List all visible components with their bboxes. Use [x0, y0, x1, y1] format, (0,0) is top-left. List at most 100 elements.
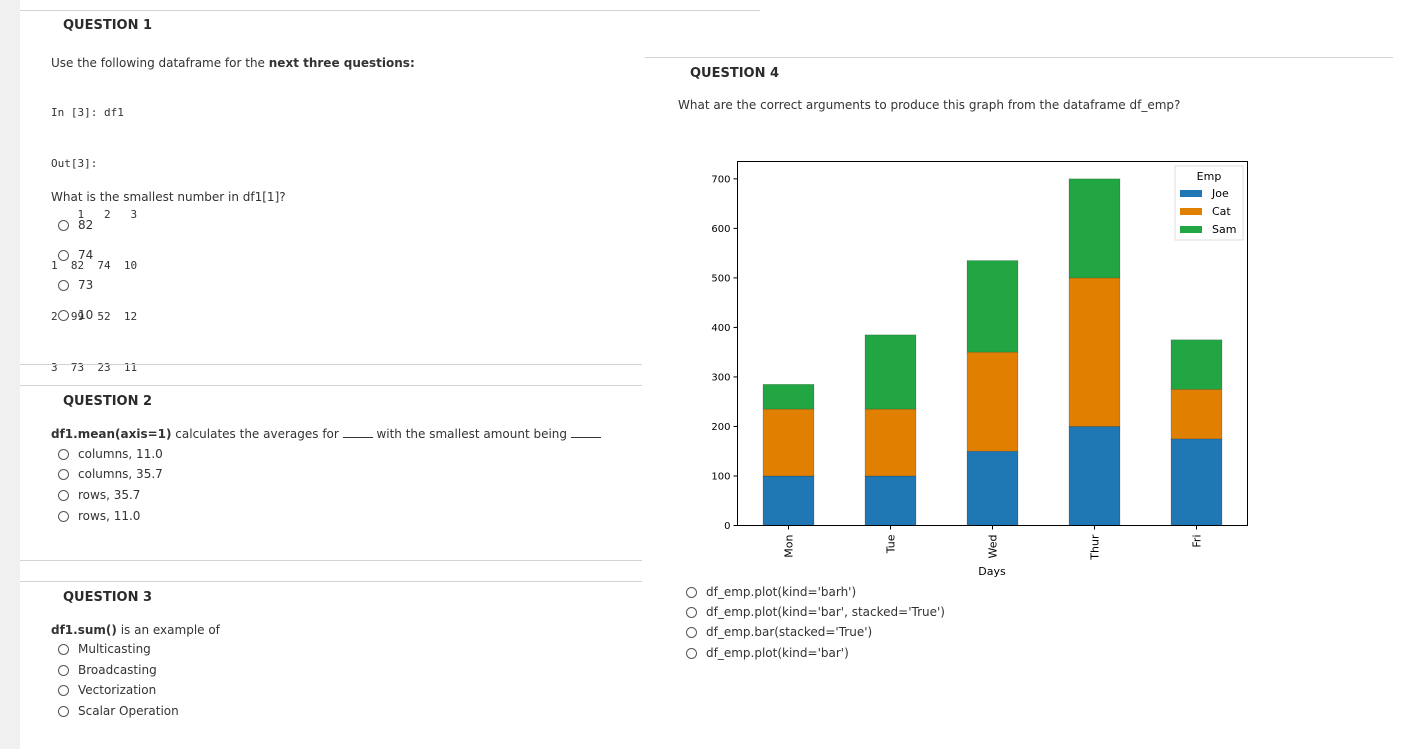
bar-joe-fri [1170, 438, 1223, 526]
radio-button[interactable] [686, 606, 697, 618]
q3-option-1[interactable]: Multicasting [58, 642, 151, 656]
q3-prompt: df1.sum() is an example of [51, 623, 220, 637]
bar-joe-tue [864, 475, 917, 526]
code-line: 1 82 74 10 [51, 259, 138, 272]
option-label: 74 [78, 248, 94, 262]
y-tick-label: 100 [711, 471, 730, 482]
legend-swatch-cat [1180, 208, 1202, 215]
q4-option-2[interactable]: df_emp.plot(kind='bar', stacked='True') [686, 605, 945, 619]
radio-button[interactable] [58, 684, 69, 696]
q1-intro: Use the following dataframe for the next… [51, 56, 415, 70]
code-line: Out[3]: [51, 157, 98, 170]
q4-option-1[interactable]: df_emp.plot(kind='barh') [686, 585, 856, 599]
q1-prompt: What is the smallest number in df1[1]? [51, 190, 286, 204]
q1-bottom-divider [20, 364, 642, 365]
radio-button[interactable] [686, 647, 697, 659]
q2-bottom-divider [20, 560, 642, 561]
q4-option-3[interactable]: df_emp.bar(stacked='True') [686, 625, 872, 639]
option-label: Vectorization [78, 683, 157, 697]
option-label: Scalar Operation [78, 704, 179, 718]
q4-top-divider [645, 57, 1393, 58]
q1-option-3[interactable]: 73 [58, 278, 93, 292]
radio-button[interactable] [58, 279, 69, 291]
bar-cat-fri [1170, 389, 1223, 440]
option-label: 10 [78, 308, 94, 322]
y-axis: 0 100 200 300 400 500 600 700 [711, 174, 738, 532]
x-axis: Mon Tue Wed Thur Fri [783, 525, 1204, 561]
y-tick-label: 300 [711, 372, 730, 383]
q3-option-2[interactable]: Broadcasting [58, 663, 157, 677]
option-label: df_emp.plot(kind='barh') [706, 585, 857, 599]
code-line: In [3]: df1 [51, 106, 124, 119]
q3-option-3[interactable]: Vectorization [58, 683, 156, 697]
q2-option-1[interactable]: columns, 11.0 [58, 447, 163, 461]
y-tick-label: 400 [711, 323, 730, 334]
q2-top-divider [20, 385, 642, 386]
q2-title: QUESTION 2 [63, 394, 153, 409]
bar-cat-thur [1068, 277, 1121, 427]
y-tick-label: 600 [711, 224, 730, 235]
bar-cat-mon [762, 408, 815, 477]
option-label: 73 [78, 278, 94, 292]
x-tick-label: Wed [987, 535, 1000, 559]
radio-button[interactable] [58, 510, 69, 522]
answer-blank [570, 427, 601, 438]
radio-button[interactable] [58, 249, 69, 261]
radio-button[interactable] [58, 448, 69, 460]
q2-option-2[interactable]: columns, 35.7 [58, 467, 163, 481]
bar-joe-thur [1068, 426, 1121, 526]
option-label: columns, 11.0 [78, 447, 163, 461]
q2-option-3[interactable]: rows, 35.7 [58, 488, 140, 502]
x-tick-label: Fri [1191, 535, 1204, 548]
q3-prompt-text: is an example of [116, 623, 220, 637]
code-line: 1 2 3 [51, 208, 138, 221]
q2-prompt-code: df1.mean(axis=1) [51, 427, 172, 441]
q2-prompt-text-2: with the smallest amount being [372, 427, 571, 441]
q1-option-2[interactable]: 74 [58, 248, 93, 262]
y-tick-label: 700 [711, 174, 730, 185]
q4-option-4[interactable]: df_emp.plot(kind='bar') [686, 646, 849, 660]
q3-option-4[interactable]: Scalar Operation [58, 704, 179, 718]
q1-intro-bold: next three questions: [268, 56, 415, 70]
legend-label-joe: Joe [1211, 187, 1229, 200]
q4-title: QUESTION 4 [690, 66, 780, 81]
q1-option-4[interactable]: 10 [58, 308, 93, 322]
radio-button[interactable] [58, 489, 69, 501]
radio-button[interactable] [58, 664, 69, 676]
answer-blank [342, 427, 373, 438]
radio-button[interactable] [686, 586, 697, 598]
q1-intro-text: Use the following dataframe for the [51, 56, 269, 70]
y-tick-label: 0 [724, 521, 730, 532]
q1-option-1[interactable]: 82 [58, 218, 93, 232]
radio-button[interactable] [58, 643, 69, 655]
q2-option-4[interactable]: rows, 11.0 [58, 509, 140, 523]
option-label: df_emp.plot(kind='bar') [706, 646, 849, 660]
radio-button[interactable] [58, 219, 69, 231]
left-margin-strip [0, 0, 20, 749]
option-label: 82 [78, 218, 94, 232]
code-line: 3 73 23 11 [51, 361, 138, 374]
option-label: Multicasting [78, 642, 151, 656]
bar-sam-tue [864, 334, 917, 410]
bar-sam-mon [762, 384, 815, 410]
x-tick-label: Tue [885, 534, 898, 554]
q2-prompt-text: calculates the averages for [171, 427, 343, 441]
q3-title: QUESTION 3 [63, 590, 153, 605]
radio-button[interactable] [686, 626, 697, 638]
legend-swatch-joe [1180, 190, 1202, 197]
bar-joe-wed [966, 450, 1019, 526]
radio-button[interactable] [58, 309, 69, 321]
q3-top-divider [20, 581, 642, 582]
legend-label-sam: Sam [1212, 223, 1236, 236]
bar-cat-wed [966, 351, 1019, 452]
bar-sam-fri [1170, 339, 1223, 390]
q2-prompt: df1.mean(axis=1) calculates the averages… [51, 427, 601, 441]
q4-panel [645, 57, 1393, 689]
radio-button[interactable] [58, 705, 69, 717]
q4-prompt: What are the correct arguments to produc… [678, 98, 1181, 112]
radio-button[interactable] [58, 468, 69, 480]
code-line: 2 99 52 12 [51, 310, 138, 323]
x-axis-label: Days [978, 565, 1006, 578]
chart-legend: Emp Joe Cat Sam [1174, 165, 1244, 241]
